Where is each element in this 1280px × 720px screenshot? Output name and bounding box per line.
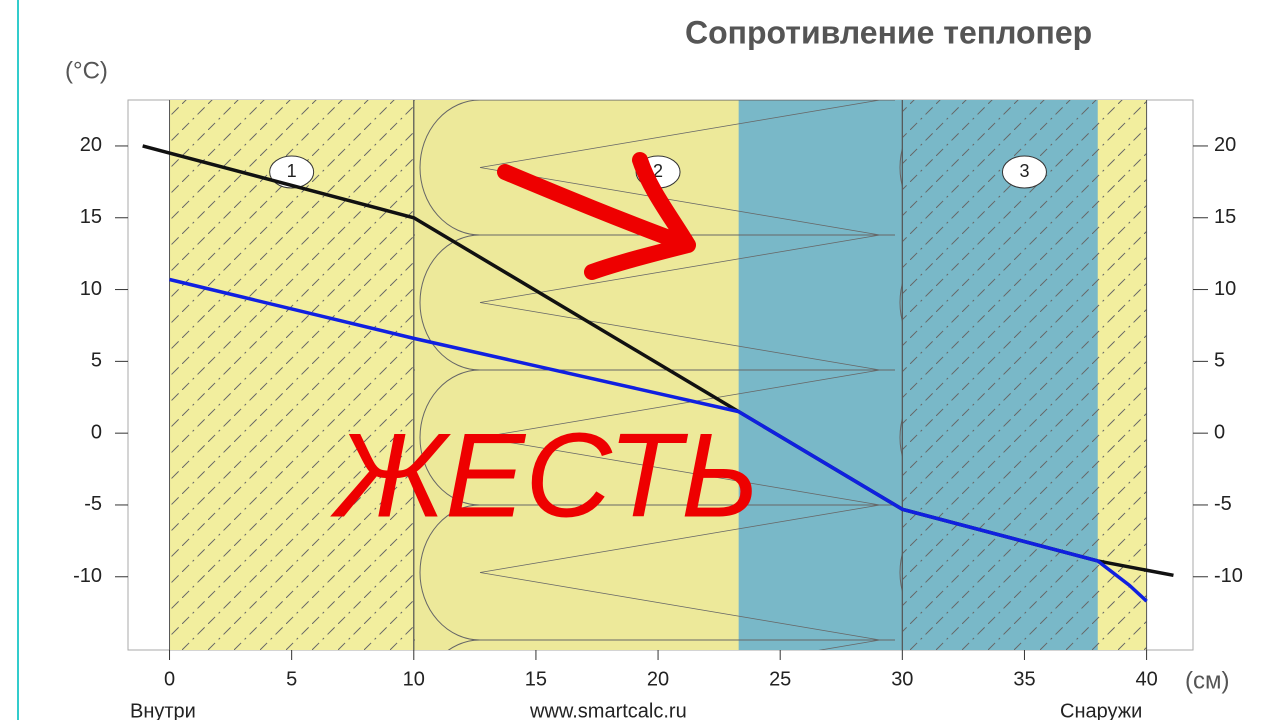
y-tick-label: -10 — [73, 565, 102, 587]
outside-label: Снаружи — [1060, 700, 1142, 720]
layer-pattern — [169, 100, 414, 650]
inside-label: Внутри — [130, 700, 196, 720]
x-tick-label: 0 — [164, 668, 175, 690]
x-tick-label: 30 — [891, 668, 913, 690]
y-tick-label: 0 — [91, 421, 102, 443]
y-tick-label-right: 15 — [1214, 206, 1236, 228]
y-tick-label: 15 — [80, 206, 102, 228]
layer-label: 1 — [287, 161, 297, 181]
x-axis-label: (см) — [1185, 667, 1229, 694]
chart-title: Сопротивление теплопер — [685, 14, 1092, 50]
layer-label: 3 — [1019, 161, 1029, 181]
y-tick-label: 5 — [91, 350, 102, 372]
y-tick-label-right: 20 — [1214, 134, 1236, 156]
y-tick-label-right: -10 — [1214, 565, 1243, 587]
x-tick-label: 40 — [1135, 668, 1157, 690]
x-tick-label: 25 — [769, 668, 791, 690]
y-axis-label: (°C) — [65, 57, 108, 84]
y-tick-label: 10 — [80, 278, 102, 300]
source-label: www.smartcalc.ru — [529, 700, 687, 720]
x-tick-label: 35 — [1013, 668, 1035, 690]
layer-pattern — [902, 100, 1147, 650]
y-tick-label-right: 0 — [1214, 421, 1225, 443]
layer-badge — [269, 155, 315, 189]
y-tick-label-right: 5 — [1214, 350, 1225, 372]
y-tick-label: 20 — [80, 134, 102, 156]
red-arrow — [497, 152, 696, 280]
y-tick-label-right: -5 — [1214, 493, 1232, 515]
y-tick-label-right: 10 — [1214, 278, 1236, 300]
series-line — [169, 277, 1148, 603]
layer-badge — [1001, 155, 1047, 189]
x-tick-label: 5 — [286, 668, 297, 690]
x-tick-label: 10 — [403, 668, 425, 690]
x-tick-label: 15 — [525, 668, 547, 690]
layer-label: 2 — [653, 161, 663, 181]
x-tick-label: 20 — [647, 668, 669, 690]
y-tick-label: -5 — [84, 493, 102, 515]
annotation: ЖЕСТЬ — [330, 409, 759, 543]
